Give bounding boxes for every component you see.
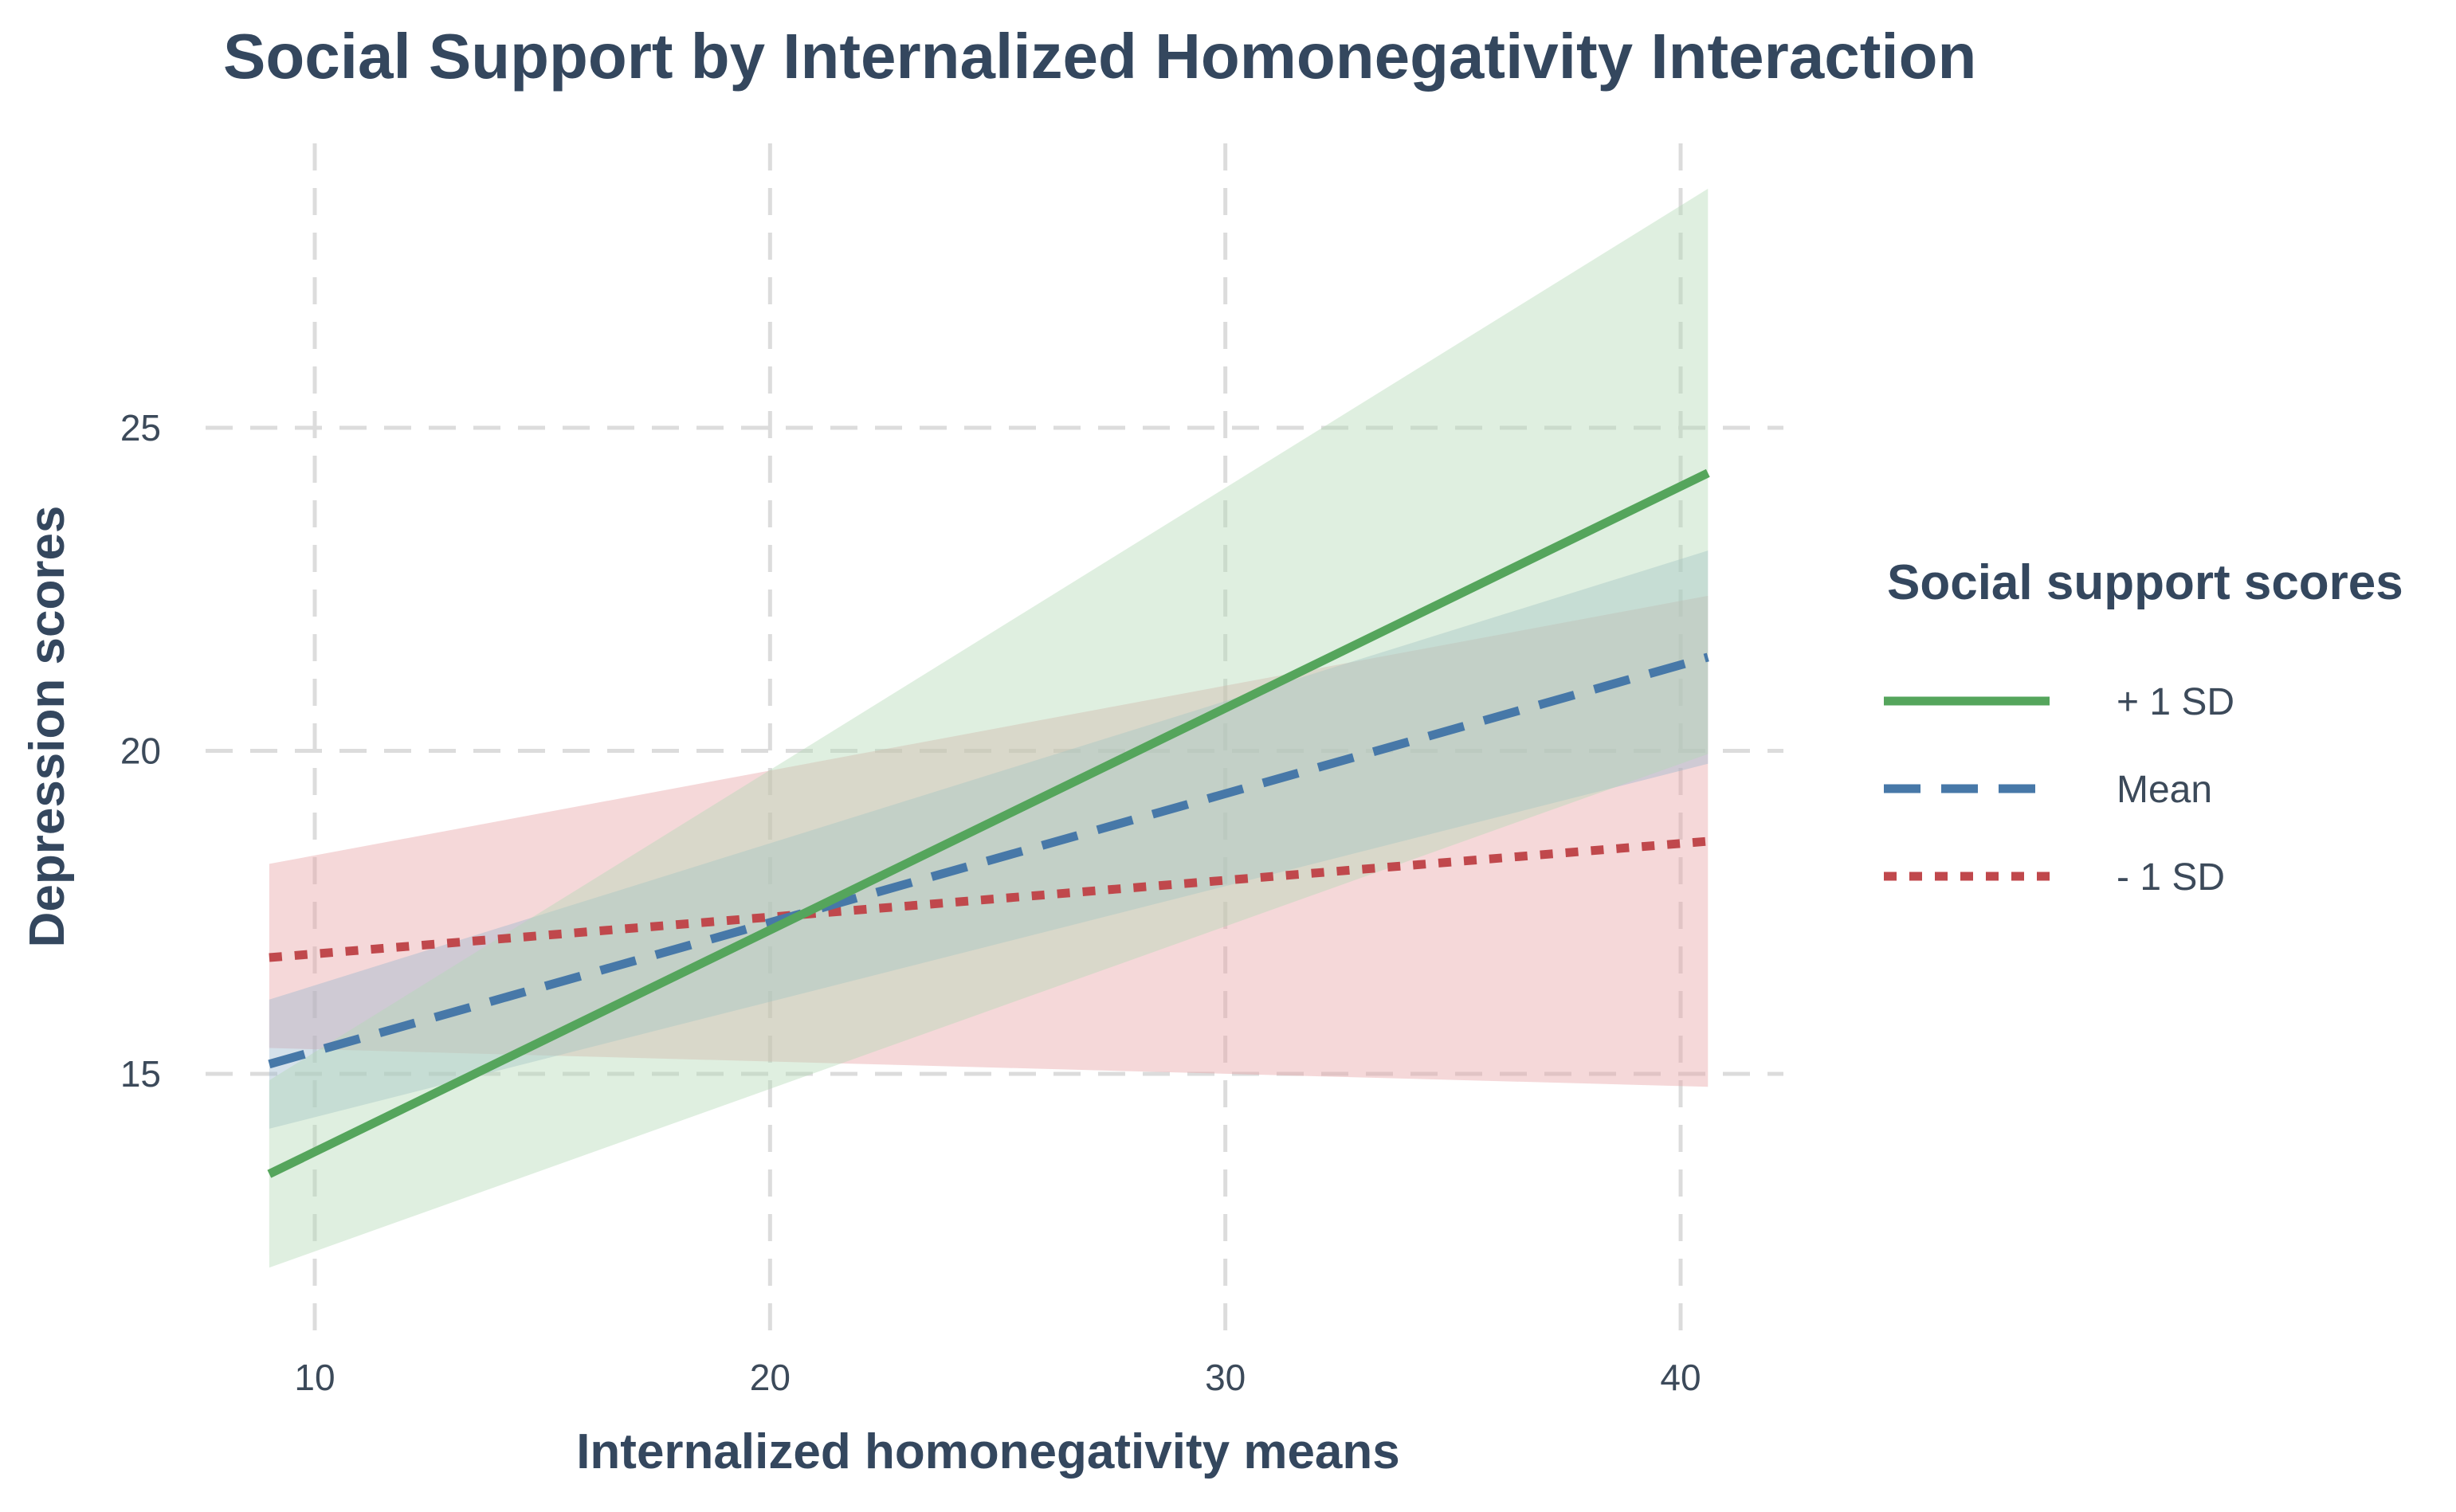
x-tick-label: 30 (1205, 1357, 1246, 1398)
band-1-sd (269, 188, 1709, 1268)
series-line-mean (268, 652, 1709, 1069)
legend-label: Mean (2117, 769, 2212, 811)
series-lines (267, 468, 1710, 1178)
legend-label: + 1 SD (2117, 681, 2234, 723)
grid (206, 143, 1783, 1334)
tick-labels: 10 20 30 40 15 20 25 (120, 407, 1701, 1398)
legend-label: - 1 SD (2117, 856, 2225, 899)
x-axis-title: Internalized homonegativity means (576, 1424, 1400, 1479)
chart-title: Social Support by Internalized Homonegat… (223, 21, 1976, 92)
y-tick-label: 15 (120, 1053, 161, 1095)
x-tick-label: 20 (750, 1357, 791, 1398)
confidence-bands (269, 188, 1709, 1268)
legend: Social support scores + 1 SD Mean - 1 SD (1884, 555, 2403, 899)
y-axis-title: Depression scores (20, 506, 75, 948)
series-line-1-sd (267, 468, 1710, 1178)
legend-items: + 1 SD Mean - 1 SD (1884, 681, 2234, 899)
x-tick-label: 40 (1660, 1357, 1701, 1398)
band-mean (269, 550, 1709, 1129)
y-tick-label: 25 (120, 407, 161, 449)
y-tick-label: 20 (120, 731, 161, 772)
legend-title: Social support scores (1887, 555, 2403, 610)
series-line-1-sd (269, 836, 1709, 962)
x-tick-label: 10 (294, 1357, 335, 1398)
